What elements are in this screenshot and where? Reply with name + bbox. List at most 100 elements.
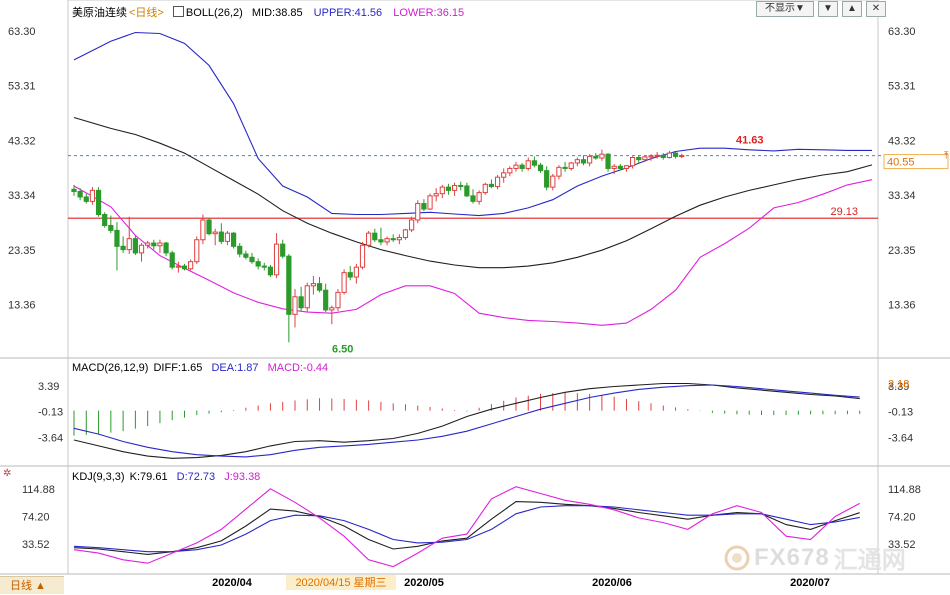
candle-body xyxy=(157,242,163,247)
candle-body xyxy=(402,229,409,239)
candle-body xyxy=(378,239,384,243)
candle-body xyxy=(175,265,181,268)
arrow-down-icon[interactable]: ▼ xyxy=(818,1,838,17)
candle-body xyxy=(568,162,574,169)
boll-lower: LOWER:36.15 xyxy=(393,7,465,19)
candle-body xyxy=(611,165,617,169)
candle-body xyxy=(126,238,132,251)
candle-body xyxy=(476,192,482,202)
candle-body xyxy=(231,232,237,247)
candle-body xyxy=(163,242,169,254)
kdj-header: KDJ(9,3,3) K:79.61 D:72.73 J:93.38 xyxy=(72,471,260,483)
candle-body xyxy=(445,186,452,191)
candle-body xyxy=(181,265,188,270)
main-chart-header: 美原油连续 <日线> BOLL(26,2) MID:38.85 UPPER:41.… xyxy=(72,4,466,20)
close-icon[interactable]: ✕ xyxy=(866,1,886,17)
high-annotation: 41.63 xyxy=(736,135,764,147)
candle-body xyxy=(95,189,102,216)
candle-body xyxy=(280,243,286,257)
candle-body xyxy=(390,238,396,241)
macd-y-tick-left: -0.13 xyxy=(38,407,63,419)
candle-body xyxy=(439,186,445,195)
macd-last-label: 2.18 xyxy=(888,379,909,391)
candle-body xyxy=(310,283,316,287)
candle-body xyxy=(654,154,660,157)
candle-body xyxy=(550,175,556,188)
y-tick-label-left: 13.36 xyxy=(8,300,36,312)
kdj-y-tick-right: 114.88 xyxy=(888,484,921,496)
candle-body xyxy=(353,266,359,278)
candle-body xyxy=(77,190,83,198)
candle-body xyxy=(341,272,347,293)
candle-body xyxy=(599,153,605,159)
candle-body xyxy=(458,184,464,187)
macd-dea-line xyxy=(73,384,860,458)
plot-frame xyxy=(67,0,879,575)
macd-y-tick-right: -0.13 xyxy=(888,407,913,419)
candle-body xyxy=(630,156,636,167)
kdj-j-line xyxy=(73,486,860,568)
macd-dea: DEA:1.87 xyxy=(211,362,259,374)
candle-body xyxy=(188,261,194,270)
kdj-y-tick-left: 114.88 xyxy=(22,484,55,496)
candle-body xyxy=(513,164,519,169)
watermark-brand: FX678 xyxy=(754,543,830,571)
watermark: FX678 汇通网 xyxy=(724,540,906,575)
candle-body xyxy=(316,283,323,291)
kdj-label: KDJ(9,3,3) xyxy=(72,471,125,483)
arrow-up-icon[interactable]: ▲ xyxy=(842,1,862,17)
candle-body xyxy=(372,232,378,241)
crosshair-date-label: 2020/04/15 星期三 xyxy=(295,576,386,589)
candle-body xyxy=(605,153,611,169)
candle-body xyxy=(347,272,353,278)
macd-y-tick-right: -3.64 xyxy=(888,432,913,444)
candle-body xyxy=(494,176,501,188)
macd-y-tick-left: -3.64 xyxy=(38,432,63,444)
x-tick-label: 2020/04 xyxy=(212,577,253,589)
candle-body xyxy=(206,219,212,235)
candle-body xyxy=(237,245,243,255)
kdj-k-line xyxy=(73,501,860,555)
boll-lower-line xyxy=(73,179,873,326)
boll-settings-icon[interactable] xyxy=(172,6,184,17)
hide-indicator-dropdown[interactable]: 不显示▼ xyxy=(756,1,814,17)
candle-body xyxy=(71,188,77,192)
candle-body xyxy=(273,243,280,276)
candle-body xyxy=(132,238,138,254)
macd-y-tick-left: 3.39 xyxy=(38,381,59,393)
candle-body xyxy=(108,224,114,231)
candle-body xyxy=(642,156,648,161)
kdj-d: D:72.73 xyxy=(176,471,216,483)
candle-body xyxy=(145,242,151,246)
candle-body xyxy=(89,189,96,202)
candle-body xyxy=(138,244,145,254)
chart-toolbar: 不显示▼ ▼ ▲ ✕ xyxy=(756,1,886,17)
watermark-cn: 汇通网 xyxy=(833,547,906,574)
last-price-box xyxy=(883,154,949,170)
candle-body xyxy=(519,164,525,169)
period-label[interactable]: <日线> xyxy=(129,7,164,19)
candle-body xyxy=(114,229,120,247)
candle-body xyxy=(218,231,224,242)
macd-value: MACD:-0.44 xyxy=(267,362,329,374)
timeframe-button[interactable]: 日线 ▲ xyxy=(0,576,64,594)
macd-label: MACD(26,12,9) xyxy=(72,362,149,374)
candle-body xyxy=(224,232,231,242)
y-tick-label-right: 23.35 xyxy=(888,245,916,257)
candle-body xyxy=(470,195,476,202)
candle-body xyxy=(660,154,666,158)
kdj-j: J:93.38 xyxy=(224,471,261,483)
y-tick-label-right: 43.32 xyxy=(888,135,916,147)
candle-body xyxy=(433,193,439,197)
candle-body xyxy=(292,296,298,315)
kdj-y-tick-right: 33.52 xyxy=(888,539,916,551)
macd-diff: DIFF:1.65 xyxy=(153,362,203,374)
candle-body xyxy=(525,160,531,169)
fx678-logo-icon xyxy=(724,545,750,570)
candle-body xyxy=(304,285,310,309)
candle-body xyxy=(102,214,108,226)
kdj-k: K:79.61 xyxy=(129,471,168,483)
candle-body xyxy=(636,156,642,161)
candle-body xyxy=(593,155,599,159)
